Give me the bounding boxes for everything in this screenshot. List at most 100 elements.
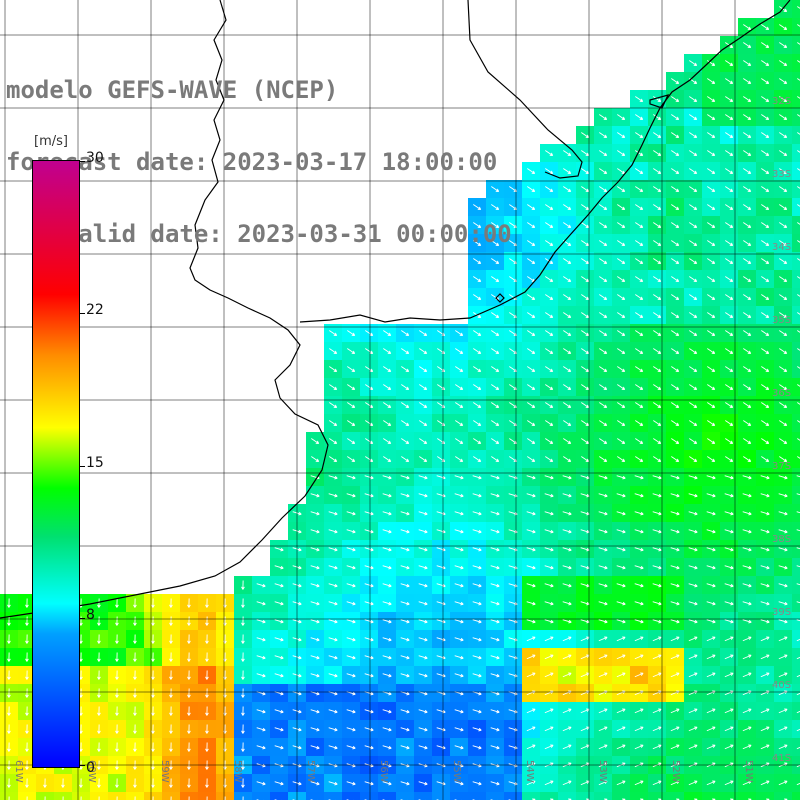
speed-cell [576,774,595,793]
speed-cell [666,648,685,667]
speed-cell [504,792,523,800]
latitude-label: 37S [772,461,791,472]
speed-cell [540,684,559,703]
speed-cell [612,702,631,721]
speed-cell [180,612,199,631]
speed-cell [702,774,721,793]
latitude-label: 35S [772,315,791,326]
speed-cell [144,594,163,613]
speed-cell [540,702,559,721]
speed-cell [630,630,649,649]
speed-cell [558,774,577,793]
speed-cell [216,666,235,685]
speed-cell [792,288,800,307]
speed-cell [576,630,595,649]
speed-cell [234,684,253,703]
speed-cell [666,702,685,721]
speed-cell [594,648,613,667]
speed-cell [702,684,721,703]
speed-cell [180,756,199,775]
speed-cell [576,720,595,739]
speed-cell [792,468,800,487]
title-forecast-date: forecast date: 2023-03-17 18:00:00 [6,150,512,174]
speed-cell [522,720,541,739]
title-valid-date: valid date: 2023-03-31 00:00:00 [6,222,512,246]
speed-cell [432,792,451,800]
speed-cell [702,630,721,649]
speed-cell [738,684,757,703]
speed-cell [684,684,703,703]
speed-cell [540,648,559,667]
speed-cell [630,738,649,757]
speed-cell [720,702,739,721]
speed-cell [648,666,667,685]
speed-cell [648,738,667,757]
speed-cell [684,648,703,667]
speed-cell [630,702,649,721]
speed-cell [522,684,541,703]
speed-cell [126,702,145,721]
speed-cell [792,792,800,800]
speed-cell [648,720,667,739]
speed-cell [684,774,703,793]
speed-cell [90,666,109,685]
speed-cell [126,630,145,649]
speed-cell [558,756,577,775]
speed-cell [180,774,199,793]
speed-cell [684,720,703,739]
speed-cell [144,738,163,757]
colorbar-tick-mark [79,161,85,162]
speed-cell [648,756,667,775]
speed-cell [180,594,199,613]
speed-cell [630,774,649,793]
colorbar-tick-8: 8 [86,607,95,623]
speed-cell [738,792,757,800]
speed-cell [90,720,109,739]
speed-cell [90,738,109,757]
speed-cell [126,738,145,757]
speed-cell [702,738,721,757]
speed-cell [576,738,595,757]
speed-cell [90,648,109,667]
speed-cell [198,666,217,685]
speed-cell [792,18,800,37]
speed-cell [792,396,800,415]
speed-cell [792,342,800,361]
speed-cell [720,648,739,667]
speed-cell [126,648,145,667]
speed-cell [216,648,235,667]
speed-cell [0,738,19,757]
speed-cell [792,360,800,379]
speed-cell [180,738,199,757]
speed-cell [558,630,577,649]
speed-cell [720,792,739,800]
speed-cell [792,594,800,613]
speed-cell [612,756,631,775]
colorbar [32,160,80,768]
longitude-label: 55W [451,760,462,783]
speed-cell [720,720,739,739]
speed-cell [396,792,415,800]
speed-cell [648,774,667,793]
speed-cell [144,702,163,721]
speed-cell [558,720,577,739]
speed-cell [0,648,19,667]
speed-cell [180,648,199,667]
speed-cell [594,630,613,649]
speed-cell [666,738,685,757]
speed-cell [738,720,757,739]
speed-cell [162,594,181,613]
speed-cell [720,630,739,649]
speed-cell [738,648,757,667]
speed-cell [738,630,757,649]
speed-cell [360,792,379,800]
speed-cell [792,270,800,289]
speed-cell [198,720,217,739]
speed-cell [270,792,289,800]
speed-cell [162,666,181,685]
speed-cell [144,648,163,667]
speed-cell [558,792,577,800]
speed-cell [162,738,181,757]
speed-cell [792,252,800,271]
speed-cell [576,666,595,685]
